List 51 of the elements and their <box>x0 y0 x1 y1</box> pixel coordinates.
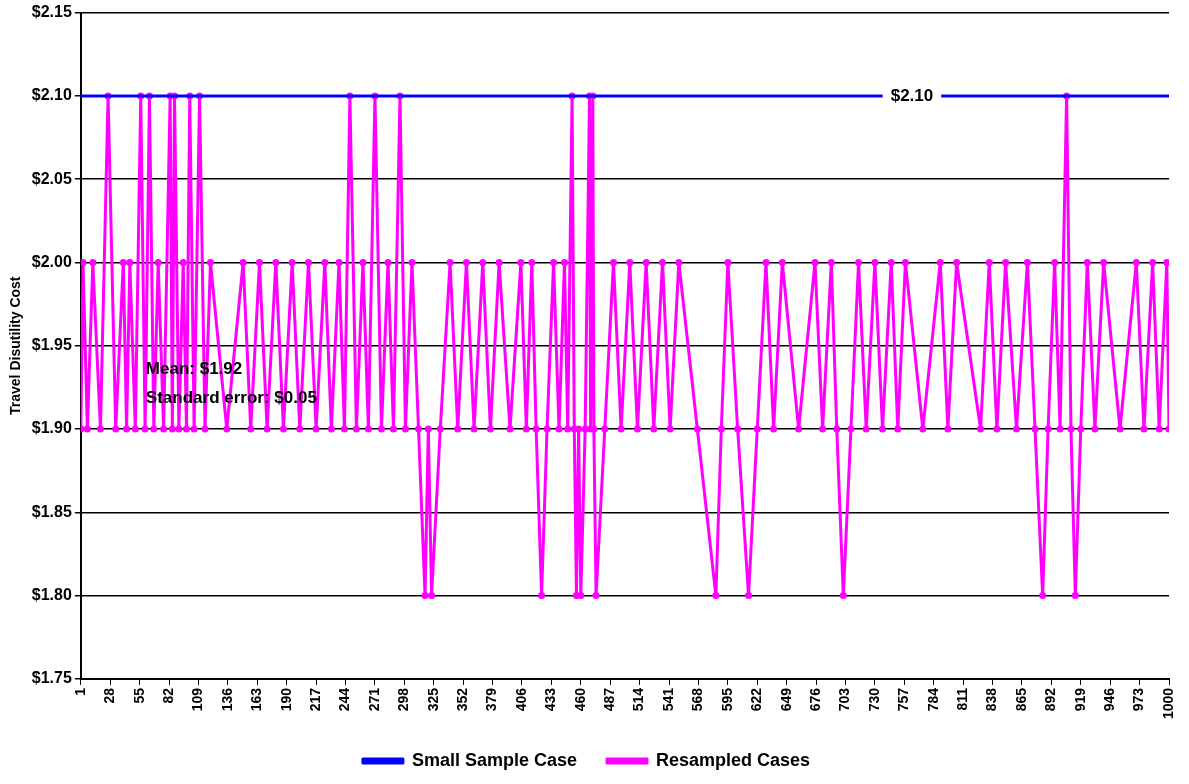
x-tick-label: 55 <box>130 687 147 704</box>
x-tick-label: 163 <box>248 687 265 712</box>
x-tick-label: 730 <box>865 687 882 712</box>
y-tick-label: $1.80 <box>31 585 72 603</box>
x-tick-label: 811 <box>953 687 970 711</box>
x-tick-label: 1000 <box>1159 687 1176 720</box>
x-tick-label: 28 <box>101 687 118 704</box>
x-tick-label: 703 <box>836 687 853 712</box>
x-tick-label: 487 <box>601 687 618 712</box>
x-tick-label: 622 <box>748 687 765 712</box>
x-tick-label: 136 <box>218 687 235 712</box>
x-tick-label: 676 <box>806 687 823 712</box>
y-tick-label: $2.00 <box>31 252 72 270</box>
x-tick-label: 244 <box>336 687 353 712</box>
x-tick-label: 271 <box>365 687 382 712</box>
x-tick-label: 784 <box>924 687 941 712</box>
legend-label: Small Sample Case <box>411 749 578 770</box>
x-tick-label: 757 <box>895 687 912 712</box>
x-tick-label: 298 <box>395 687 412 712</box>
x-tick-label: 352 <box>454 687 471 712</box>
x-tick-label: 973 <box>1130 687 1147 712</box>
x-tick-label: 325 <box>424 687 441 712</box>
y-tick-label: $2.10 <box>31 86 72 104</box>
x-tick-label: 190 <box>277 687 294 712</box>
y-tick-label: $2.05 <box>31 169 72 187</box>
x-tick-label: 919 <box>1071 687 1088 712</box>
x-tick-label: 649 <box>777 687 794 712</box>
y-tick-label: $1.90 <box>31 419 72 437</box>
x-tick-label: 82 <box>159 687 176 704</box>
x-tick-label: 865 <box>1012 687 1029 712</box>
x-tick-label: 379 <box>483 687 500 712</box>
x-tick-label: 946 <box>1101 687 1118 712</box>
annotation: $2.10 <box>890 85 934 105</box>
y-tick-label: $2.15 <box>31 3 72 21</box>
x-tick-label: 568 <box>689 687 706 712</box>
y-tick-label: $1.75 <box>31 669 72 687</box>
x-tick-label: 1 <box>71 687 88 696</box>
x-tick-label: 109 <box>189 687 206 712</box>
x-tick-label: 433 <box>542 687 559 712</box>
x-tick-label: 838 <box>983 687 1000 712</box>
x-tick-label: 406 <box>512 687 529 712</box>
x-tick-label: 217 <box>306 687 323 712</box>
legend-label: Resampled Cases <box>656 749 811 770</box>
x-tick-label: 892 <box>1042 687 1059 712</box>
y-tick-label: $1.85 <box>31 502 72 520</box>
x-tick-label: 460 <box>571 687 588 712</box>
x-tick-label: 514 <box>630 687 647 712</box>
x-tick-label: 595 <box>718 687 735 712</box>
y-tick-label: $1.95 <box>31 336 72 354</box>
x-tick-label: 541 <box>659 687 676 712</box>
y-axis-title: Travel Disutility Cost <box>7 276 24 415</box>
